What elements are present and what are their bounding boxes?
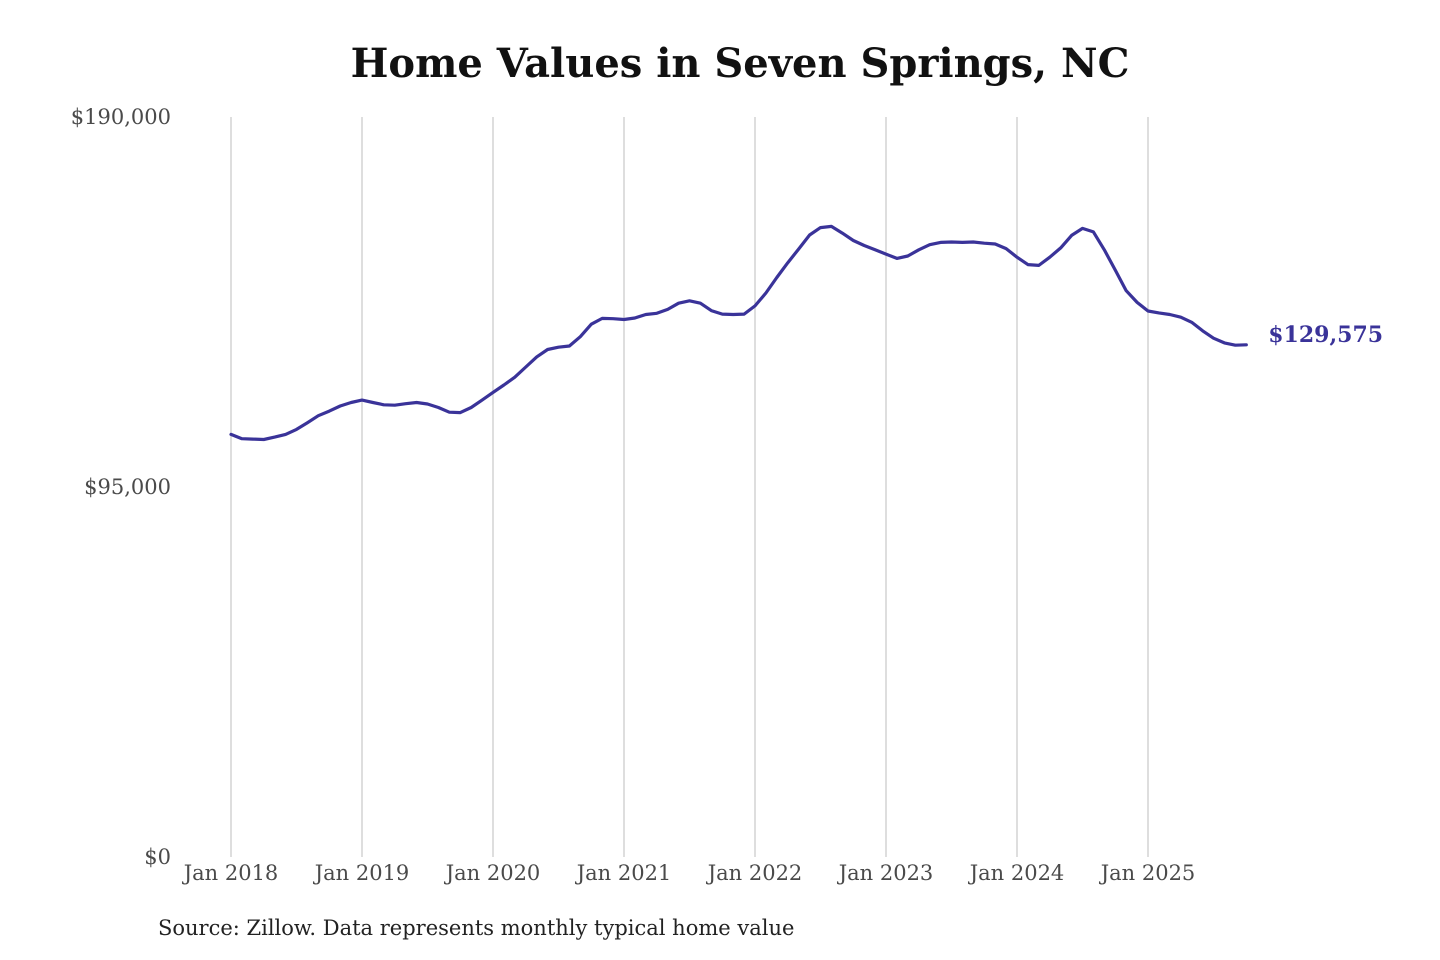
y-tick-label: $95,000: [84, 475, 171, 499]
x-tick-label: Jan 2019: [313, 861, 410, 885]
source-note: Source: Zillow. Data represents monthly …: [158, 916, 795, 940]
x-tick-label: Jan 2023: [837, 861, 934, 885]
x-tick-label: Jan 2024: [968, 861, 1065, 885]
x-tick-label: Jan 2025: [1099, 861, 1196, 885]
x-tick-label: Jan 2021: [575, 861, 672, 885]
series-end-value-label: $129,575: [1268, 322, 1383, 348]
x-tick-label: Jan 2022: [706, 861, 803, 885]
series-line: [229, 224, 1248, 442]
x-tick-label: Jan 2020: [444, 861, 541, 885]
chart-title: Home Values in Seven Springs, NC: [350, 40, 1130, 87]
x-tick-label: Jan 2018: [182, 861, 279, 885]
y-tick-label: $190,000: [71, 105, 171, 129]
y-tick-label: $0: [144, 845, 171, 869]
